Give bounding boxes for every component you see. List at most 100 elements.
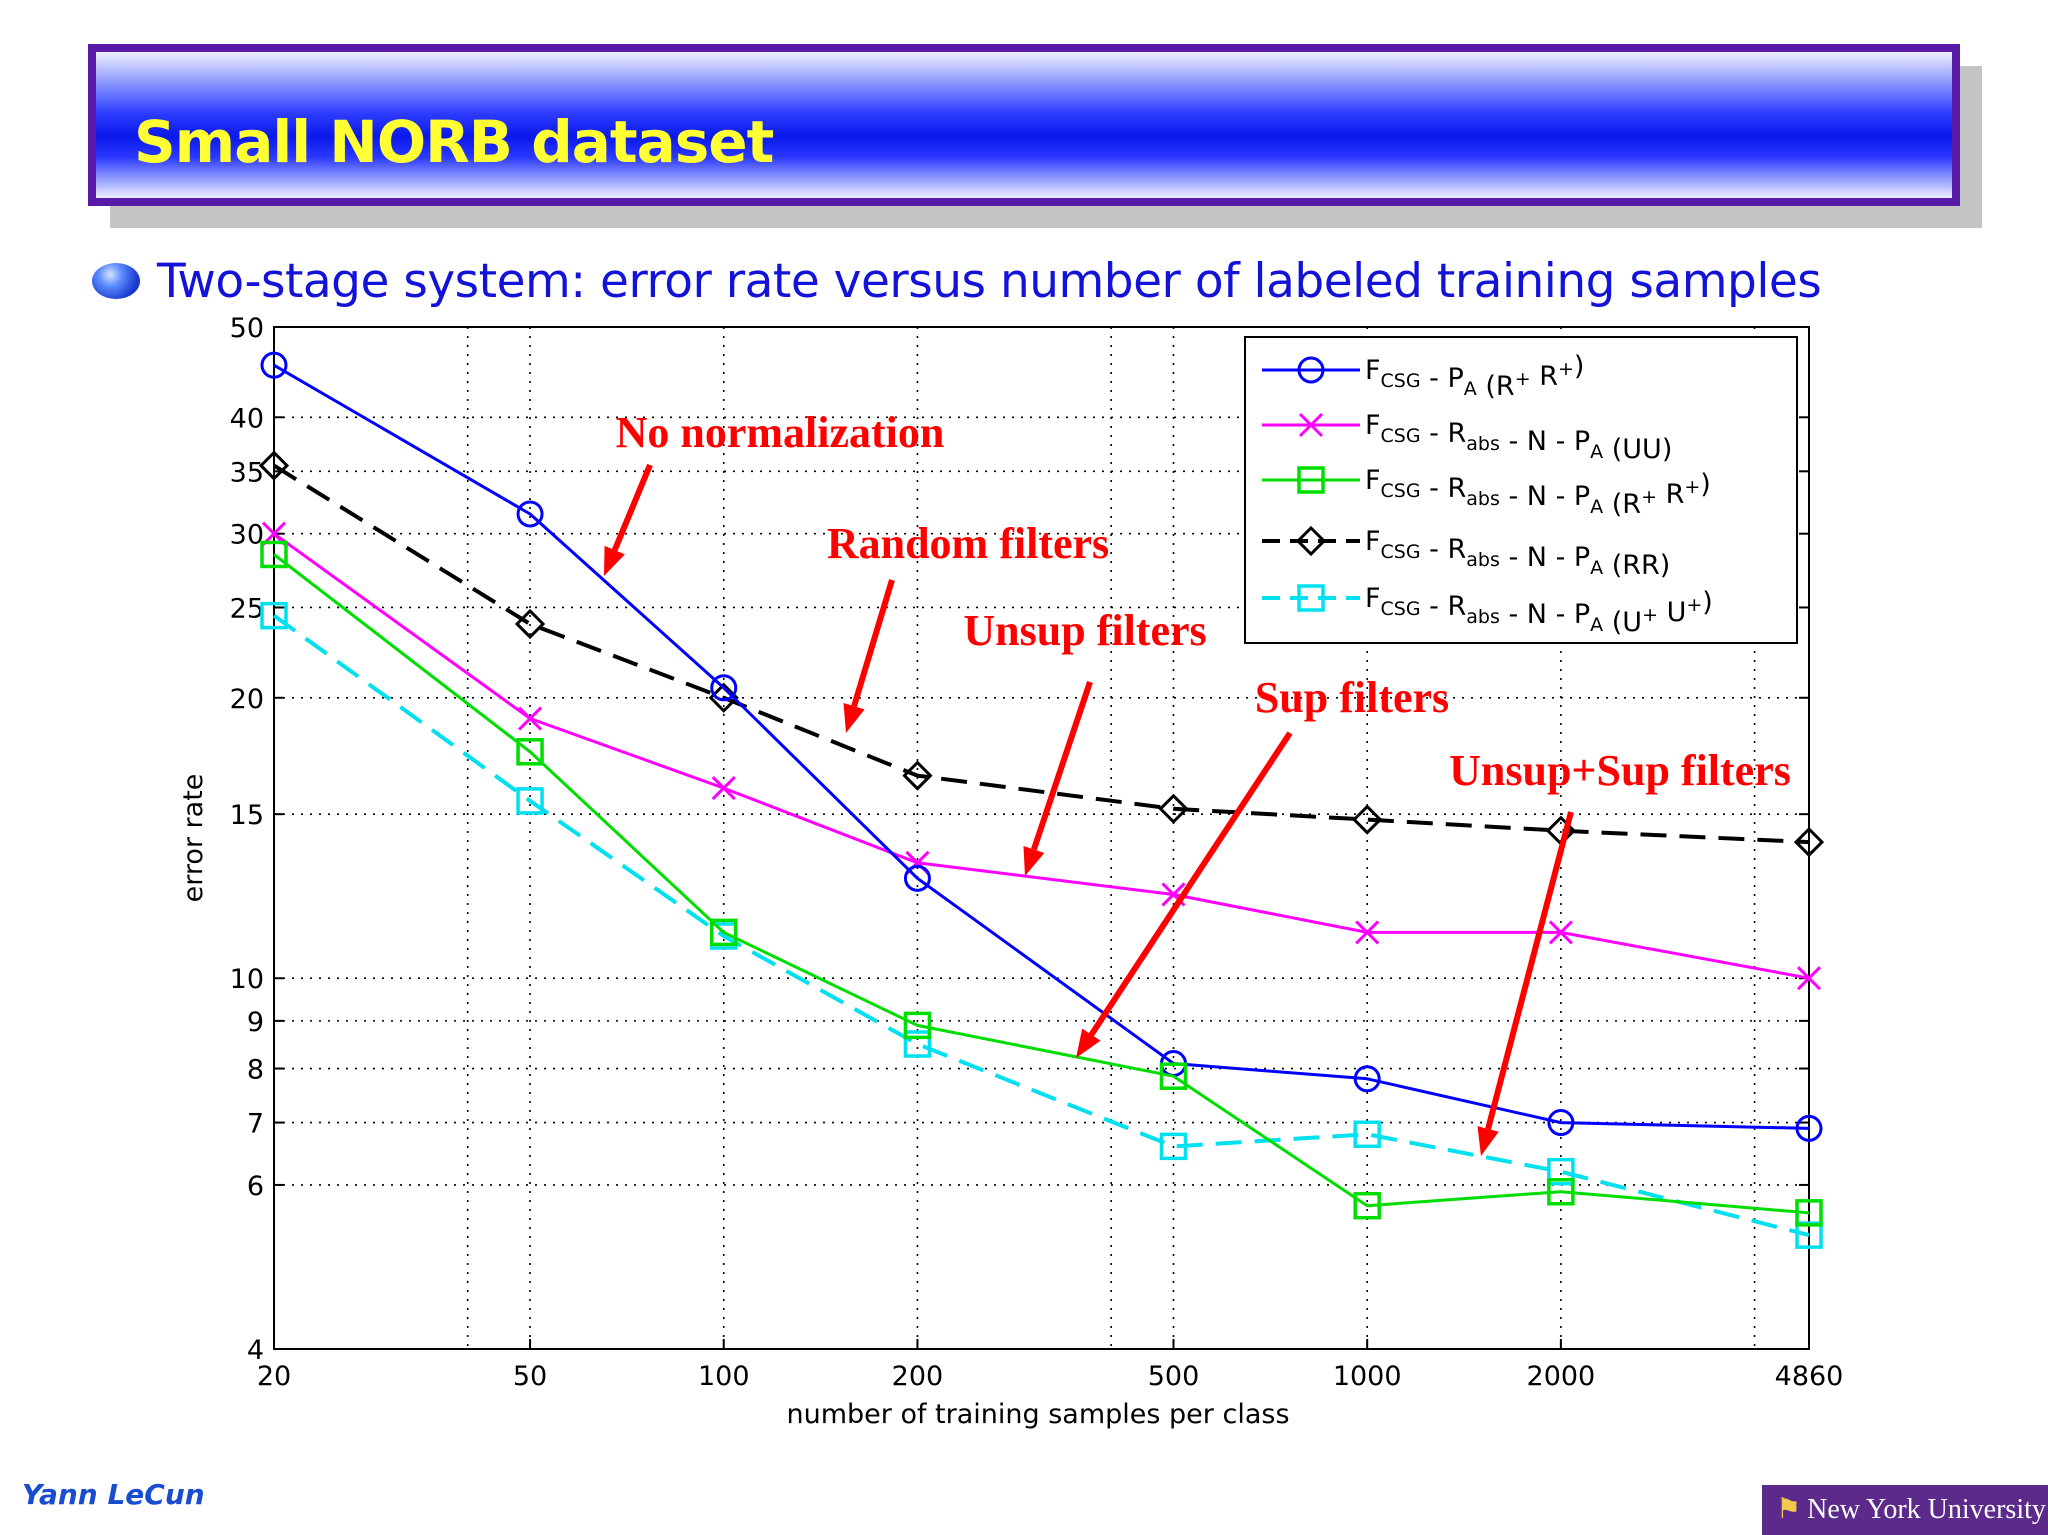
x-tick-label: 50 — [513, 1361, 547, 1392]
annotation-arrow-shaft — [611, 463, 653, 552]
data-point — [902, 760, 933, 791]
data-point — [708, 682, 739, 713]
legend-label: FCSG - Rabs - N - PA (RR) — [1365, 526, 1670, 581]
x-tick-label: 2000 — [1527, 1361, 1596, 1392]
annotation-label: Random filters — [827, 519, 1109, 568]
legend-entry-0: FCSG - PA (R+ R+) — [1262, 351, 1584, 402]
data-point — [1793, 826, 1825, 858]
annotation-4: Unsup+Sup filters — [1449, 746, 1791, 1156]
data-point — [711, 775, 736, 801]
data-point — [1158, 793, 1189, 824]
legend-entry-4: FCSG - Rabs - N - PA (U+ U+) — [1262, 583, 1713, 638]
slide-subtitle: Two-stage system: error rate versus numb… — [157, 254, 1822, 309]
y-tick-label: 35 — [230, 457, 264, 488]
author-footer: Yann LeCun — [22, 1478, 205, 1511]
annotation-arrow-head — [1076, 1028, 1101, 1058]
data-point — [1355, 920, 1380, 945]
annotation-1: Random filters — [827, 519, 1109, 733]
x-tick-label: 200 — [892, 1361, 944, 1392]
data-point — [1795, 1199, 1823, 1227]
data-point — [1353, 1120, 1381, 1149]
y-tick-label: 20 — [230, 684, 264, 715]
series-4 — [260, 601, 1823, 1249]
legend-label: FCSG - PA (R+ R+) — [1365, 351, 1584, 402]
data-point — [517, 706, 543, 731]
data-point — [260, 540, 288, 569]
annotation-arrow-head — [1477, 1126, 1499, 1156]
series-2 — [260, 540, 1823, 1227]
y-tick-label: 4 — [247, 1335, 264, 1366]
series-line — [272, 463, 1810, 845]
annotation-arrow-head — [604, 545, 625, 576]
annotation-3: Sup filters — [1076, 673, 1449, 1058]
data-point — [1547, 1109, 1575, 1137]
x-tick-label: 500 — [1148, 1361, 1200, 1392]
data-point — [1548, 920, 1573, 945]
legend-marker — [1295, 525, 1327, 557]
logo-text: New York University — [1807, 1494, 2046, 1525]
y-tick-label: 15 — [230, 800, 264, 831]
y-axis-label: error rate — [178, 774, 209, 903]
series-1 — [261, 521, 1822, 991]
data-point — [903, 1011, 932, 1040]
data-point — [258, 450, 290, 481]
legend-box — [1244, 336, 1798, 644]
x-tick-label: 100 — [698, 1361, 750, 1392]
slide-title: Small NORB dataset — [134, 108, 774, 176]
data-point — [516, 787, 544, 815]
data-point — [1547, 1177, 1575, 1206]
legend-label: FCSG - Rabs - N - PA (UU) — [1365, 410, 1672, 465]
data-point — [903, 864, 931, 892]
data-point — [1795, 1114, 1823, 1142]
data-point — [260, 601, 288, 630]
data-point — [710, 674, 738, 702]
annotation-label: No normalization — [616, 408, 945, 457]
annotation-arrow-head — [843, 703, 865, 733]
y-tick-label: 7 — [247, 1109, 264, 1140]
x-tick-label: 4860 — [1775, 1361, 1844, 1392]
annotation-arrow-shaft — [851, 579, 895, 708]
y-tick-label: 30 — [230, 520, 264, 551]
bullet-sphere-icon — [92, 263, 140, 299]
legend-marker — [1298, 412, 1324, 438]
axis-ticks: 20 50 100 200 500 1000 2000 4860 4 6 7 8 9 10 15 20 25 30… — [230, 313, 1844, 1392]
y-tick-label: 40 — [230, 403, 264, 434]
legend-entry-3: FCSG - Rabs - N - PA (RR) — [1262, 525, 1670, 581]
legend-marker — [1297, 466, 1325, 494]
x-tick-label: 1000 — [1333, 1361, 1402, 1392]
data-point — [1547, 1157, 1575, 1186]
legend: FCSG - PA (R+ R+) FCSG - Rabs - N - PA (U… — [1244, 336, 1798, 644]
data-point — [516, 738, 544, 766]
data-point — [903, 1030, 932, 1058]
annotation-label: Sup filters — [1255, 673, 1449, 722]
legend-entry-2: FCSG - Rabs - N - PA (R+ R+) — [1262, 465, 1711, 520]
data-point — [1159, 1062, 1188, 1090]
legend-label: FCSG - Rabs - N - PA (R+ R+) — [1365, 465, 1711, 520]
y-tick-label: 25 — [230, 593, 264, 624]
annotation-arrow-head — [1023, 845, 1045, 876]
y-tick-label: 50 — [230, 313, 264, 344]
legend-entry-1: FCSG - Rabs - N - PA (UU) — [1262, 410, 1672, 465]
series-line — [273, 363, 1810, 1130]
nyu-logo: ⚑ New York University — [1762, 1485, 2048, 1535]
legend-label: FCSG - Rabs - N - PA (U+ U+) — [1365, 583, 1713, 638]
y-tick-label: 6 — [247, 1171, 264, 1202]
data-point — [1352, 804, 1383, 835]
annotation-arrow-shaft — [1088, 731, 1293, 1037]
y-tick-label: 10 — [230, 964, 264, 995]
series-0 — [260, 351, 1823, 1142]
annotations: No normalization Random filters Unsup filt… — [604, 408, 1791, 1156]
data-point — [516, 500, 544, 528]
series — [258, 351, 1825, 1249]
legend-marker — [1297, 356, 1325, 384]
series-line — [273, 532, 1810, 980]
annotation-arrow-shaft — [1485, 811, 1574, 1130]
series-line — [272, 613, 1810, 1238]
plot-frame — [273, 326, 1810, 1350]
annotation-label: Unsup+Sup filters — [1449, 746, 1791, 795]
torch-icon: ⚑ — [1776, 1494, 1802, 1525]
legend-marker — [1297, 584, 1325, 612]
y-tick-label: 9 — [247, 1007, 264, 1038]
annotation-label: Unsup filters — [963, 606, 1206, 655]
